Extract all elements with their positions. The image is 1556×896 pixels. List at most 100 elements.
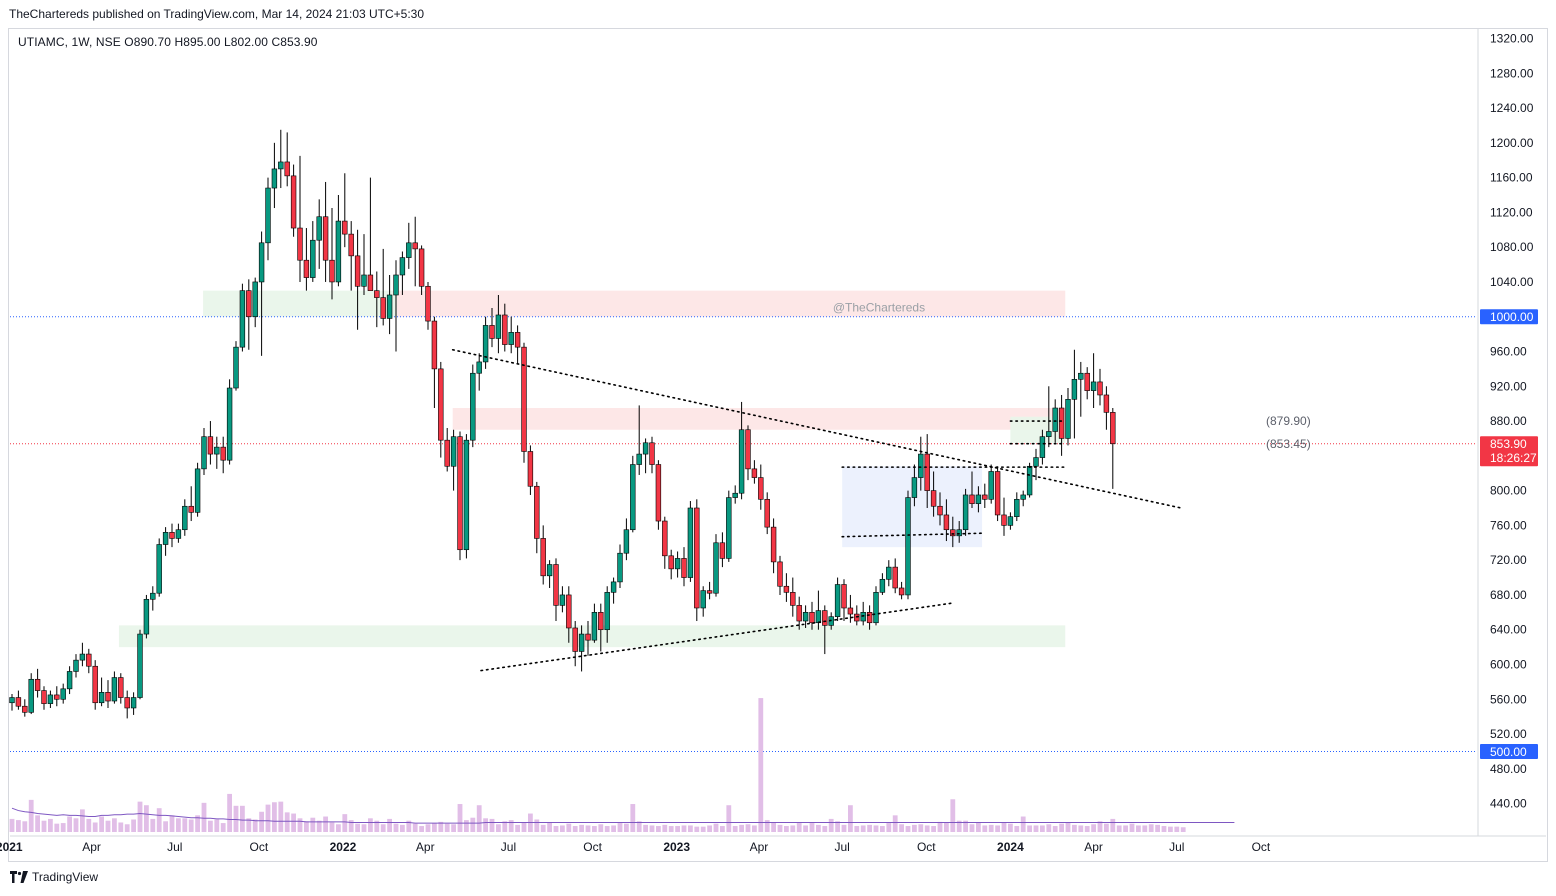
candle-up — [687, 507, 694, 578]
volume-bar — [662, 824, 668, 832]
volume-bar — [368, 818, 373, 832]
candle-up — [815, 610, 822, 624]
annotation-label: (879.90) — [1266, 414, 1311, 428]
volume-bar — [1027, 825, 1032, 832]
volume-bar — [470, 817, 476, 832]
volume-bar — [566, 823, 572, 832]
candle-up — [610, 581, 617, 593]
volume-bar — [515, 824, 520, 832]
candle-up — [713, 542, 719, 594]
volume-bar — [73, 818, 79, 832]
candle-down — [118, 677, 124, 698]
volume-bar — [1078, 825, 1084, 832]
volume-bar — [771, 822, 776, 832]
volume-bar — [918, 824, 924, 832]
candle-down — [745, 429, 751, 470]
candle-down — [553, 564, 559, 606]
y-tick-label: 440.00 — [1490, 797, 1527, 811]
candle-up — [175, 529, 182, 539]
volume-bar — [432, 823, 437, 832]
candle-up — [674, 558, 681, 570]
candle-down — [444, 439, 450, 467]
volume-bar — [67, 816, 72, 832]
candle-down — [124, 697, 130, 709]
candle-up — [1046, 431, 1052, 438]
y-tick-label: 960.00 — [1490, 344, 1527, 358]
volume-bar — [713, 823, 719, 832]
candle-down — [1084, 372, 1090, 391]
candle-down — [1110, 412, 1116, 445]
candle-up — [1065, 399, 1071, 439]
volume-bar — [809, 823, 815, 832]
volume-bar — [502, 821, 508, 832]
volume-bar — [656, 826, 661, 832]
volume-bar — [124, 824, 130, 832]
candle-up — [623, 529, 630, 554]
volume-bar — [553, 826, 559, 832]
volume-bar — [617, 823, 623, 832]
tradingview-logo-icon — [10, 871, 28, 883]
volume-bar — [425, 824, 431, 832]
volume-bar — [937, 821, 943, 832]
candle-up — [802, 612, 809, 622]
volume-bar — [329, 822, 335, 832]
volume-bar — [643, 824, 648, 832]
volume-bar — [560, 825, 565, 832]
candle-down — [777, 561, 783, 587]
volume-bar — [777, 824, 783, 832]
volume-bar — [931, 826, 936, 832]
volume-bar — [361, 824, 367, 832]
volume-bar — [694, 826, 700, 832]
candle-up — [60, 688, 66, 700]
volume-bar — [438, 821, 444, 832]
volume-bar — [1040, 825, 1045, 832]
volume-bar — [860, 825, 866, 832]
candle-down — [950, 529, 956, 537]
volume-bar — [1097, 821, 1103, 832]
candle-up — [137, 633, 143, 698]
candle-up — [265, 187, 271, 244]
volume-bar — [393, 823, 399, 832]
volume-bar — [604, 826, 610, 832]
volume-bar — [1008, 823, 1013, 832]
volume-bar — [374, 820, 380, 832]
volume-bar — [406, 820, 412, 832]
x-tick-label: Oct — [1252, 840, 1271, 854]
y-tick-label: 920.00 — [1490, 379, 1527, 393]
volume-bar — [412, 823, 418, 832]
candle-up — [1014, 499, 1020, 517]
volume-bar — [707, 825, 712, 832]
candle-up — [214, 446, 220, 455]
candle-up — [9, 697, 15, 704]
volume-bar — [1046, 824, 1052, 832]
volume-bar — [784, 826, 789, 832]
candle-up — [1026, 465, 1033, 496]
candle-down — [751, 468, 758, 478]
candle-up — [130, 697, 137, 709]
volume-bar — [156, 808, 162, 832]
supply-zone-0 — [396, 290, 1066, 317]
volume-bar — [1084, 826, 1090, 832]
supply-zone-1 — [452, 408, 1066, 430]
footer-brand[interactable]: TradingView — [10, 870, 98, 884]
candle-up — [591, 612, 598, 641]
candle-up — [335, 220, 342, 283]
candle-down — [706, 590, 713, 594]
x-tick-label: 2021 — [0, 840, 23, 854]
volume-bar — [16, 820, 21, 832]
candle-up — [463, 439, 470, 551]
candle-up — [495, 314, 502, 339]
volume-bar — [489, 818, 495, 832]
candle-up — [79, 653, 86, 661]
volume-bar — [118, 822, 124, 832]
volume-bar — [92, 822, 98, 832]
volume-bar — [1065, 822, 1071, 832]
volume-bar — [1161, 826, 1167, 832]
volume-bar — [1168, 826, 1173, 832]
volume-bar — [873, 825, 879, 832]
volume-bar — [899, 824, 904, 832]
candle-down — [770, 526, 777, 563]
symbol-ohlc-legend[interactable]: UTIAMC, 1W, NSE O890.70 H895.00 L802.00 … — [18, 35, 318, 49]
volume-bar — [208, 820, 213, 832]
